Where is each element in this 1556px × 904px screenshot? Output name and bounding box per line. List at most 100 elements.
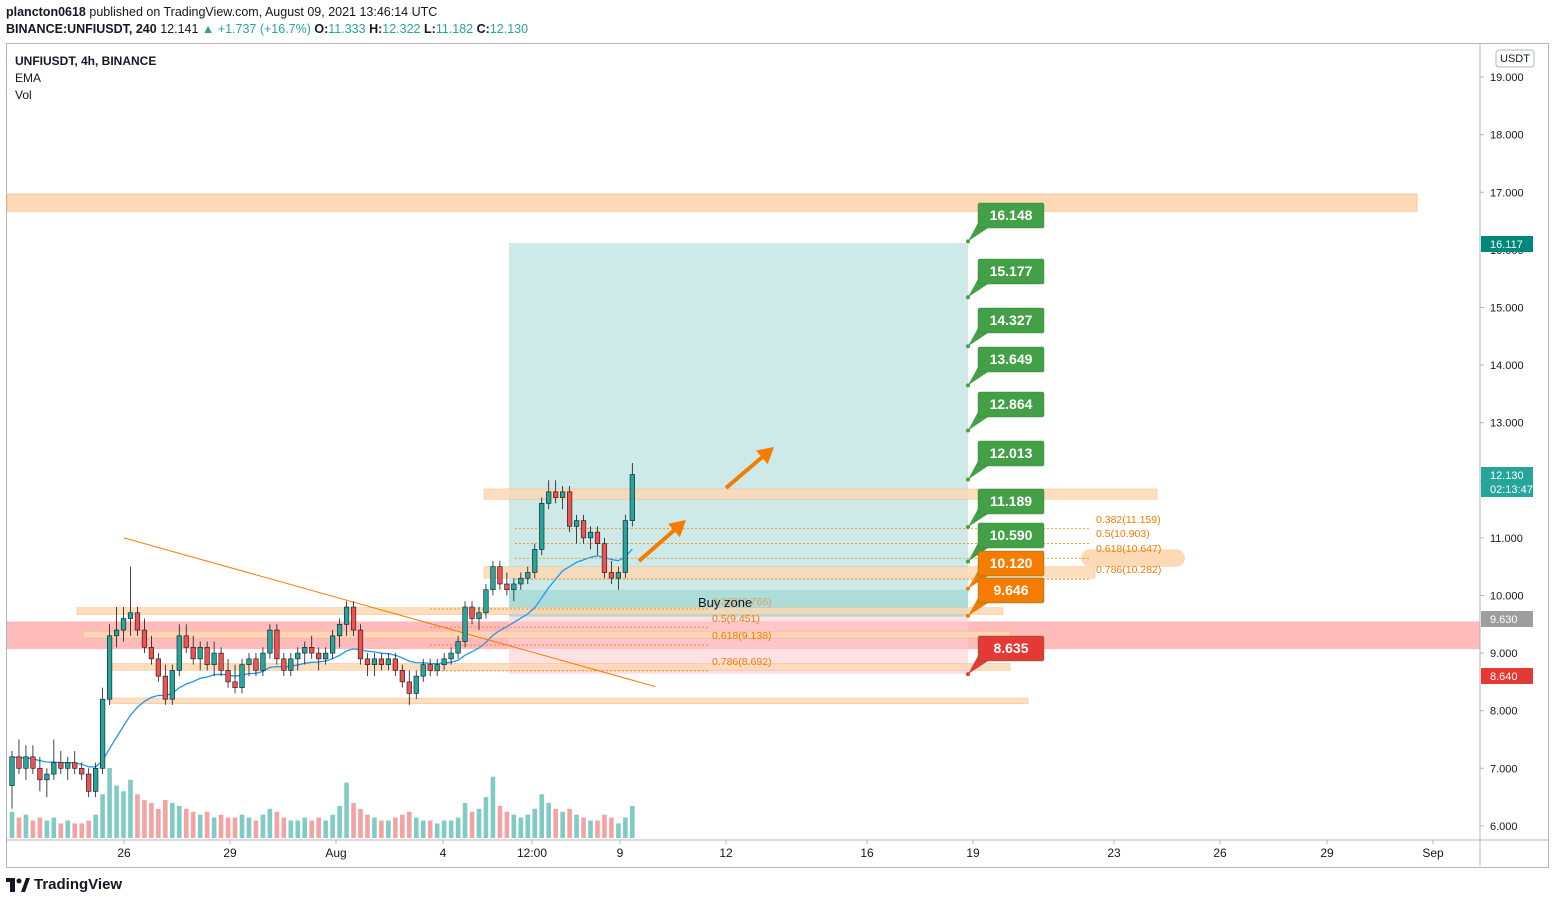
target-label-16.148[interactable]: 16.148 bbox=[966, 202, 1045, 244]
candle[interactable] bbox=[532, 543, 538, 579]
candle[interactable] bbox=[497, 560, 503, 590]
candle[interactable] bbox=[448, 647, 454, 665]
candle[interactable] bbox=[330, 630, 336, 659]
candle[interactable] bbox=[441, 653, 447, 671]
legend-vol[interactable]: Vol bbox=[15, 88, 32, 102]
candle[interactable] bbox=[106, 624, 113, 705]
candle[interactable] bbox=[30, 745, 36, 775]
candle[interactable] bbox=[274, 624, 280, 665]
candle[interactable] bbox=[58, 751, 64, 775]
candle[interactable] bbox=[629, 463, 635, 527]
candle[interactable] bbox=[51, 739, 57, 780]
candle[interactable] bbox=[281, 653, 287, 677]
candle[interactable] bbox=[601, 537, 608, 579]
candle[interactable] bbox=[100, 687, 106, 775]
zone-band-10-4[interactable] bbox=[483, 566, 1096, 579]
resistance-zone[interactable] bbox=[6, 193, 1418, 212]
candle[interactable] bbox=[93, 762, 99, 798]
candle[interactable] bbox=[65, 756, 71, 780]
candle[interactable] bbox=[23, 745, 29, 780]
candle[interactable] bbox=[364, 653, 371, 677]
up-arrow-upper[interactable] bbox=[724, 447, 774, 490]
zone-band-8-1[interactable] bbox=[109, 697, 1029, 705]
candle[interactable] bbox=[560, 486, 566, 510]
candle[interactable] bbox=[316, 647, 322, 671]
candle[interactable] bbox=[295, 647, 301, 671]
candle[interactable] bbox=[413, 670, 419, 700]
currency-button[interactable]: USDT bbox=[1495, 49, 1535, 68]
candle[interactable] bbox=[37, 756, 43, 792]
zone-band-8-8[interactable] bbox=[109, 663, 1011, 671]
candle[interactable] bbox=[204, 641, 210, 671]
candle[interactable] bbox=[288, 653, 294, 677]
zone-band-9-75[interactable] bbox=[76, 607, 1004, 615]
candle[interactable] bbox=[420, 658, 426, 682]
candle[interactable] bbox=[378, 653, 385, 671]
position-target-area[interactable] bbox=[509, 243, 968, 590]
candle[interactable] bbox=[9, 751, 15, 809]
target-label-8.635[interactable]: 8.635 bbox=[966, 635, 1045, 677]
candle[interactable] bbox=[490, 560, 496, 596]
legend-symbol[interactable]: UNFIUSDT, 4h, BINANCE bbox=[15, 54, 157, 68]
candle[interactable] bbox=[267, 624, 273, 659]
candle[interactable] bbox=[399, 664, 405, 688]
candle[interactable] bbox=[336, 618, 343, 648]
target-label-12.013[interactable]: 12.013 bbox=[966, 440, 1045, 482]
candle[interactable] bbox=[371, 653, 378, 677]
candle[interactable] bbox=[587, 526, 594, 550]
candle[interactable] bbox=[483, 583, 489, 619]
candle[interactable] bbox=[539, 497, 545, 556]
trend-line[interactable] bbox=[123, 537, 656, 687]
candle[interactable] bbox=[622, 514, 628, 579]
candle[interactable] bbox=[232, 664, 238, 694]
candle[interactable] bbox=[392, 653, 398, 677]
candle[interactable] bbox=[86, 768, 92, 798]
price-badge-12.130[interactable]: 12.130 02:13:47 bbox=[1481, 467, 1533, 497]
target-label-13.649[interactable]: 13.649 bbox=[966, 346, 1045, 388]
candle[interactable] bbox=[127, 566, 134, 636]
legend-ema[interactable]: EMA bbox=[15, 71, 42, 85]
candle[interactable] bbox=[357, 624, 364, 665]
candle[interactable] bbox=[155, 653, 161, 682]
candle[interactable] bbox=[183, 624, 189, 654]
candle[interactable] bbox=[615, 566, 621, 590]
candle[interactable] bbox=[169, 664, 175, 705]
candle[interactable] bbox=[309, 635, 315, 659]
candle[interactable] bbox=[511, 578, 517, 602]
candle[interactable] bbox=[113, 607, 120, 648]
target-label-9.646[interactable]: 9.646 bbox=[966, 577, 1045, 618]
candle[interactable] bbox=[79, 762, 85, 780]
zone-band-9-35[interactable] bbox=[82, 630, 1011, 639]
candle[interactable] bbox=[190, 635, 196, 665]
candle[interactable] bbox=[594, 526, 601, 556]
candle[interactable] bbox=[197, 641, 203, 671]
candle[interactable] bbox=[162, 664, 168, 705]
candle[interactable] bbox=[427, 658, 433, 677]
candle[interactable] bbox=[553, 480, 559, 504]
candle[interactable] bbox=[323, 647, 329, 665]
target-label-14.327[interactable]: 14.327 bbox=[966, 307, 1045, 349]
candle[interactable] bbox=[608, 560, 615, 584]
price-badge-9.630[interactable]: 9.630 bbox=[1481, 611, 1533, 627]
candle[interactable] bbox=[546, 480, 552, 510]
candle[interactable] bbox=[469, 601, 475, 625]
candle[interactable] bbox=[148, 635, 155, 665]
price-badge-16.117[interactable]: 16.117 bbox=[1481, 236, 1533, 252]
candle[interactable] bbox=[44, 768, 50, 798]
zone-band-11-8[interactable] bbox=[483, 488, 1158, 500]
ema-line[interactable] bbox=[11, 548, 633, 768]
candle[interactable] bbox=[406, 670, 412, 705]
up-arrow-lower[interactable] bbox=[637, 520, 686, 563]
chart-frame[interactable] bbox=[6, 43, 1549, 868]
tradingview-logo[interactable]: TradingView bbox=[6, 876, 122, 893]
candle[interactable] bbox=[385, 653, 391, 671]
candle[interactable] bbox=[176, 624, 182, 677]
candle[interactable] bbox=[246, 653, 252, 677]
candle[interactable] bbox=[434, 658, 440, 677]
candle[interactable] bbox=[253, 653, 259, 677]
candle[interactable] bbox=[580, 514, 587, 544]
target-label-15.177[interactable]: 15.177 bbox=[966, 258, 1045, 300]
publisher-name[interactable]: plancton0618 bbox=[6, 5, 86, 19]
candle[interactable] bbox=[343, 601, 350, 636]
